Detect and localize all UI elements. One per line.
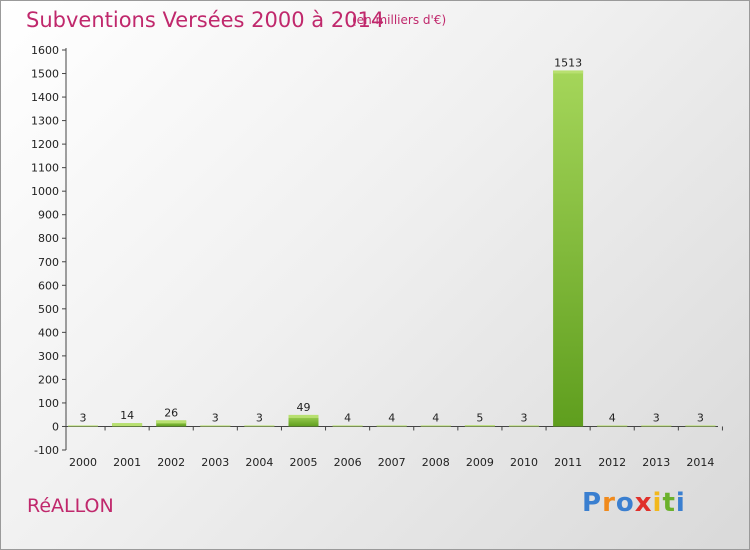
unit-label: (en milliers d'€) [352, 13, 447, 27]
bars [68, 70, 716, 427]
x-tick-label: 2003 [201, 456, 229, 469]
y-tick-label: 600 [38, 279, 59, 292]
data-label: 4 [432, 411, 439, 424]
bar-top [244, 425, 275, 427]
x-tick-label: 2013 [642, 456, 670, 469]
bar-top [464, 425, 495, 427]
bar-top [685, 425, 716, 427]
y-tick-label: 700 [38, 256, 59, 269]
data-labels: 3 14 26 3 3 49 4 4 4 5 3 1513 4 3 3 [80, 56, 704, 424]
bar-top [509, 425, 539, 427]
data-label: 3 [80, 411, 87, 424]
y-tick-label: 100 [38, 397, 59, 410]
y-tick-label: 200 [38, 373, 59, 386]
x-tick-label: 2012 [598, 456, 626, 469]
data-label: 14 [120, 409, 134, 422]
data-label: 4 [344, 411, 351, 424]
bar-top [68, 425, 98, 427]
x-tick-label: 2010 [510, 456, 538, 469]
data-label: 49 [297, 401, 311, 414]
axes: -100 0 100 200 300 400 500 600 700 800 900 1000 1100… [31, 44, 723, 469]
x-tick-label: 2009 [466, 456, 494, 469]
bar-top [156, 420, 187, 424]
y-tick-label: 300 [38, 350, 59, 363]
bar-top [288, 414, 319, 418]
y-tick-label: 1400 [31, 91, 59, 104]
y-tick-label: 1600 [31, 44, 59, 57]
x-tick-label: 2005 [290, 456, 318, 469]
data-label: 26 [164, 406, 178, 419]
data-label: 1513 [554, 56, 582, 69]
proxiti-logo: Proxiti [582, 488, 686, 518]
logo-letter: i [652, 488, 663, 518]
y-tick-label: 0 [52, 420, 59, 433]
data-label: 4 [388, 411, 395, 424]
x-tick-label: 2006 [334, 456, 362, 469]
logo-letter: i [675, 488, 686, 518]
x-tick-label: 2007 [378, 456, 406, 469]
data-label: 3 [521, 411, 528, 424]
bar-top [112, 423, 143, 427]
bar [553, 70, 584, 427]
y-tick-label: 1200 [31, 138, 59, 151]
logo-letter: P [582, 488, 603, 518]
data-label: 3 [697, 411, 704, 424]
y-tick-label: 800 [38, 232, 59, 245]
bar-top [376, 425, 407, 427]
x-tick-label: 2004 [245, 456, 273, 469]
y-tick-label: 400 [38, 326, 59, 339]
data-label: 3 [212, 411, 219, 424]
data-label: 5 [476, 411, 483, 424]
x-tick-label: 2008 [422, 456, 450, 469]
logo-letter: t [662, 488, 676, 518]
logo-letter: x [634, 488, 653, 518]
bar [156, 420, 187, 427]
commune-name: RéALLON [27, 495, 114, 517]
x-tick-label: 2002 [157, 456, 185, 469]
data-label: 4 [609, 411, 616, 424]
y-tick-label: 1100 [31, 162, 59, 175]
x-tick-label: 2014 [686, 456, 714, 469]
bar-top [553, 70, 584, 74]
bar-top [597, 425, 628, 427]
logo-letter: o [615, 488, 635, 518]
x-tick-label: 2011 [554, 456, 582, 469]
y-tick-label: -100 [34, 444, 59, 457]
x-tick-label: 2000 [69, 456, 97, 469]
y-tick-label: 1300 [31, 115, 59, 128]
logo-letter: r [602, 488, 616, 518]
bar-top [200, 425, 231, 427]
y-tick-label: 1500 [31, 68, 59, 81]
data-label: 3 [653, 411, 660, 424]
y-tick-label: 500 [38, 303, 59, 316]
bar [288, 414, 319, 427]
bar-top [641, 425, 672, 427]
data-label: 3 [256, 411, 263, 424]
bar-top [332, 425, 363, 427]
x-tick-label: 2001 [113, 456, 141, 469]
y-tick-label: 900 [38, 209, 59, 222]
bar-top [420, 425, 451, 427]
chart-title: Subventions Versées 2000 à 2014 [26, 8, 385, 32]
y-tick-label: 1000 [31, 185, 59, 198]
